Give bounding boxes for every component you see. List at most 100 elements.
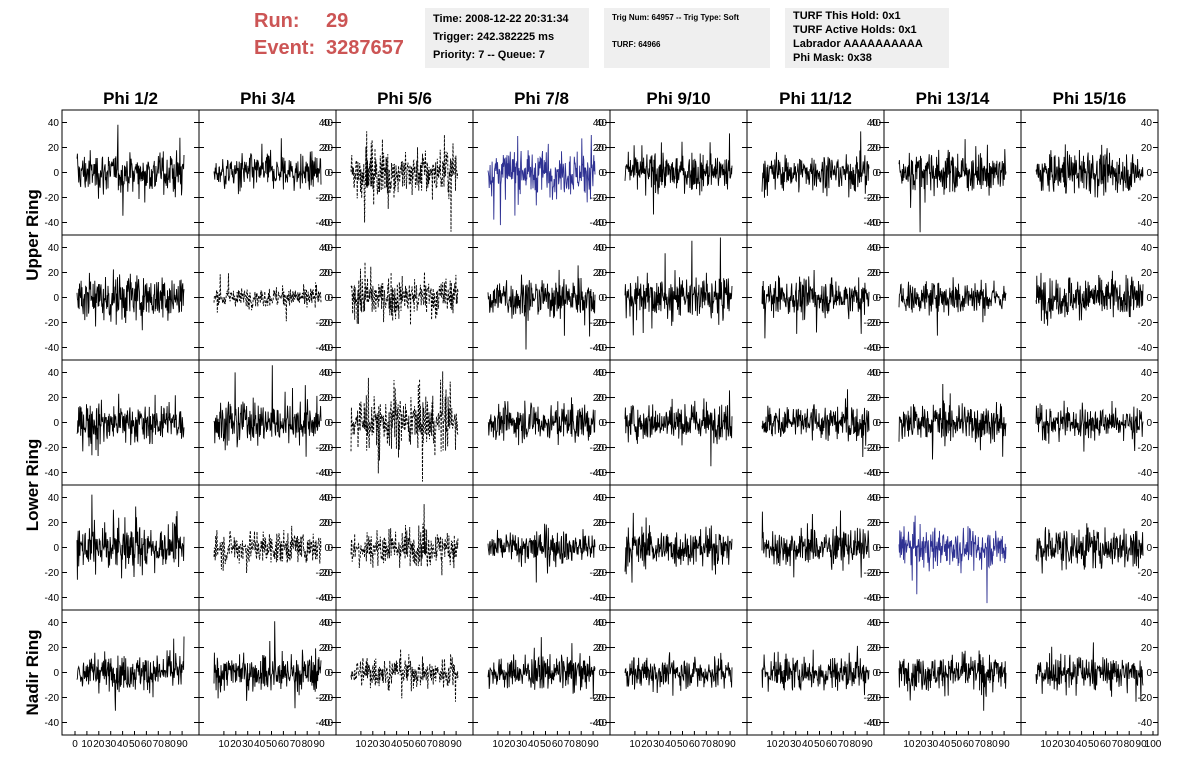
y-tick-label: 0 xyxy=(875,543,881,554)
y-tick-label: -20 xyxy=(867,568,882,579)
event-value: 3287657 xyxy=(326,37,404,59)
x-tick-label: 50 xyxy=(266,739,278,750)
x-tick-label: 20 xyxy=(915,739,927,750)
x-tick-label: 40 xyxy=(528,739,540,750)
turf-text: TURF: 64966 xyxy=(612,40,661,49)
y-tick-label: -40 xyxy=(867,468,882,479)
y-tick-label: 40 xyxy=(870,368,882,379)
y-tick-label: 0 xyxy=(1146,293,1152,304)
x-tick-label: 70 xyxy=(701,739,713,750)
y-tick-label: 40 xyxy=(596,118,608,129)
y-tick-label: -40 xyxy=(593,343,608,354)
y-tick-label: 40 xyxy=(593,368,605,379)
y-tick-label: 20 xyxy=(319,268,331,279)
y-tick-label: -20 xyxy=(590,693,605,704)
waveform-trace xyxy=(487,265,596,350)
y-tick-label: -20 xyxy=(590,568,605,579)
y-tick-label: -20 xyxy=(316,443,331,454)
y-tick-label: -20 xyxy=(867,318,882,329)
x-tick-label: 80 xyxy=(713,739,725,750)
waveform-trace xyxy=(350,649,459,702)
waveform-trace xyxy=(761,645,870,696)
x-tick-label: 60 xyxy=(963,739,975,750)
y-tick-label: 20 xyxy=(319,393,331,404)
y-tick-label: -20 xyxy=(867,193,882,204)
x-tick-label: 50 xyxy=(540,739,552,750)
y-tick-label: -40 xyxy=(45,218,60,229)
y-tick-label: 0 xyxy=(324,543,330,554)
y-tick-label: -40 xyxy=(590,218,605,229)
y-tick-label: 0 xyxy=(53,543,59,554)
y-tick-label: 40 xyxy=(867,368,879,379)
y-tick-label: -40 xyxy=(319,718,334,729)
x-tick-label: 50 xyxy=(403,739,415,750)
y-tick-label: 40 xyxy=(319,243,331,254)
y-tick-label: -20 xyxy=(316,693,331,704)
y-tick-label: 40 xyxy=(593,493,605,504)
x-tick-label: 10 xyxy=(1040,739,1052,750)
y-tick-label: -20 xyxy=(864,193,879,204)
x-tick-label: 60 xyxy=(415,739,427,750)
y-tick-label: 0 xyxy=(598,418,604,429)
y-tick-label: 20 xyxy=(1141,518,1153,529)
y-tick-label: 0 xyxy=(324,668,330,679)
event-label: Event: xyxy=(254,37,316,59)
y-tick-label: -20 xyxy=(1138,318,1153,329)
y-tick-label: -20 xyxy=(319,193,334,204)
waveform-trace xyxy=(76,494,185,580)
y-tick-label: 20 xyxy=(593,518,605,529)
x-tick-label: 50 xyxy=(1088,739,1100,750)
y-tick-label: 20 xyxy=(1141,643,1153,654)
y-tick-label: 0 xyxy=(53,418,59,429)
y-tick-label: 20 xyxy=(870,268,882,279)
turf-hold-text: TURF This Hold: 0x1 xyxy=(793,10,901,22)
y-tick-label: 40 xyxy=(593,118,605,129)
y-tick-label: 20 xyxy=(48,268,60,279)
y-tick-label: -20 xyxy=(45,693,60,704)
y-tick-label: 0 xyxy=(1146,168,1152,179)
column-title: Phi 7/8 xyxy=(514,89,569,108)
x-tick-label: 60 xyxy=(141,739,153,750)
x-tick-label: 40 xyxy=(665,739,677,750)
trigger-text: Trigger: 242.382225 ms xyxy=(433,31,555,43)
waveform-trace xyxy=(1035,270,1144,326)
y-tick-label: 20 xyxy=(596,518,608,529)
x-tick-label: 20 xyxy=(1052,739,1064,750)
y-tick-label: 20 xyxy=(1141,268,1153,279)
y-tick-label: 20 xyxy=(593,268,605,279)
x-tick-label: 50 xyxy=(129,739,141,750)
column-title: Phi 9/10 xyxy=(646,89,710,108)
y-tick-label: 20 xyxy=(1141,393,1153,404)
y-tick-label: 20 xyxy=(596,393,608,404)
y-tick-label: -40 xyxy=(1138,343,1153,354)
waveform-trace xyxy=(761,389,870,458)
y-tick-label: 0 xyxy=(327,168,333,179)
y-tick-label: 0 xyxy=(875,168,881,179)
y-tick-label: -20 xyxy=(316,318,331,329)
y-tick-label: 20 xyxy=(596,143,608,154)
panel-frame xyxy=(335,359,474,486)
y-tick-label: 0 xyxy=(598,168,604,179)
x-tick-label: 40 xyxy=(939,739,951,750)
y-tick-label: 0 xyxy=(1146,418,1152,429)
x-tick-label: 40 xyxy=(391,739,403,750)
y-tick-label: -20 xyxy=(590,318,605,329)
y-tick-label: 0 xyxy=(601,668,607,679)
y-tick-label: -20 xyxy=(867,443,882,454)
y-tick-label: -40 xyxy=(45,343,60,354)
y-tick-label: -40 xyxy=(590,468,605,479)
y-tick-label: 0 xyxy=(53,293,59,304)
y-tick-label: 0 xyxy=(598,543,604,554)
y-tick-label: 20 xyxy=(870,643,882,654)
y-tick-label: -40 xyxy=(319,218,334,229)
x-tick-label: 10 xyxy=(903,739,915,750)
x-tick-label: 70 xyxy=(153,739,165,750)
x-tick-label: 60 xyxy=(689,739,701,750)
x-tick-label: 80 xyxy=(1124,739,1136,750)
y-tick-label: 0 xyxy=(324,418,330,429)
x-tick-label: 90 xyxy=(451,739,463,750)
y-tick-label: 40 xyxy=(870,243,882,254)
y-tick-label: 0 xyxy=(601,543,607,554)
y-tick-label: -40 xyxy=(316,718,331,729)
